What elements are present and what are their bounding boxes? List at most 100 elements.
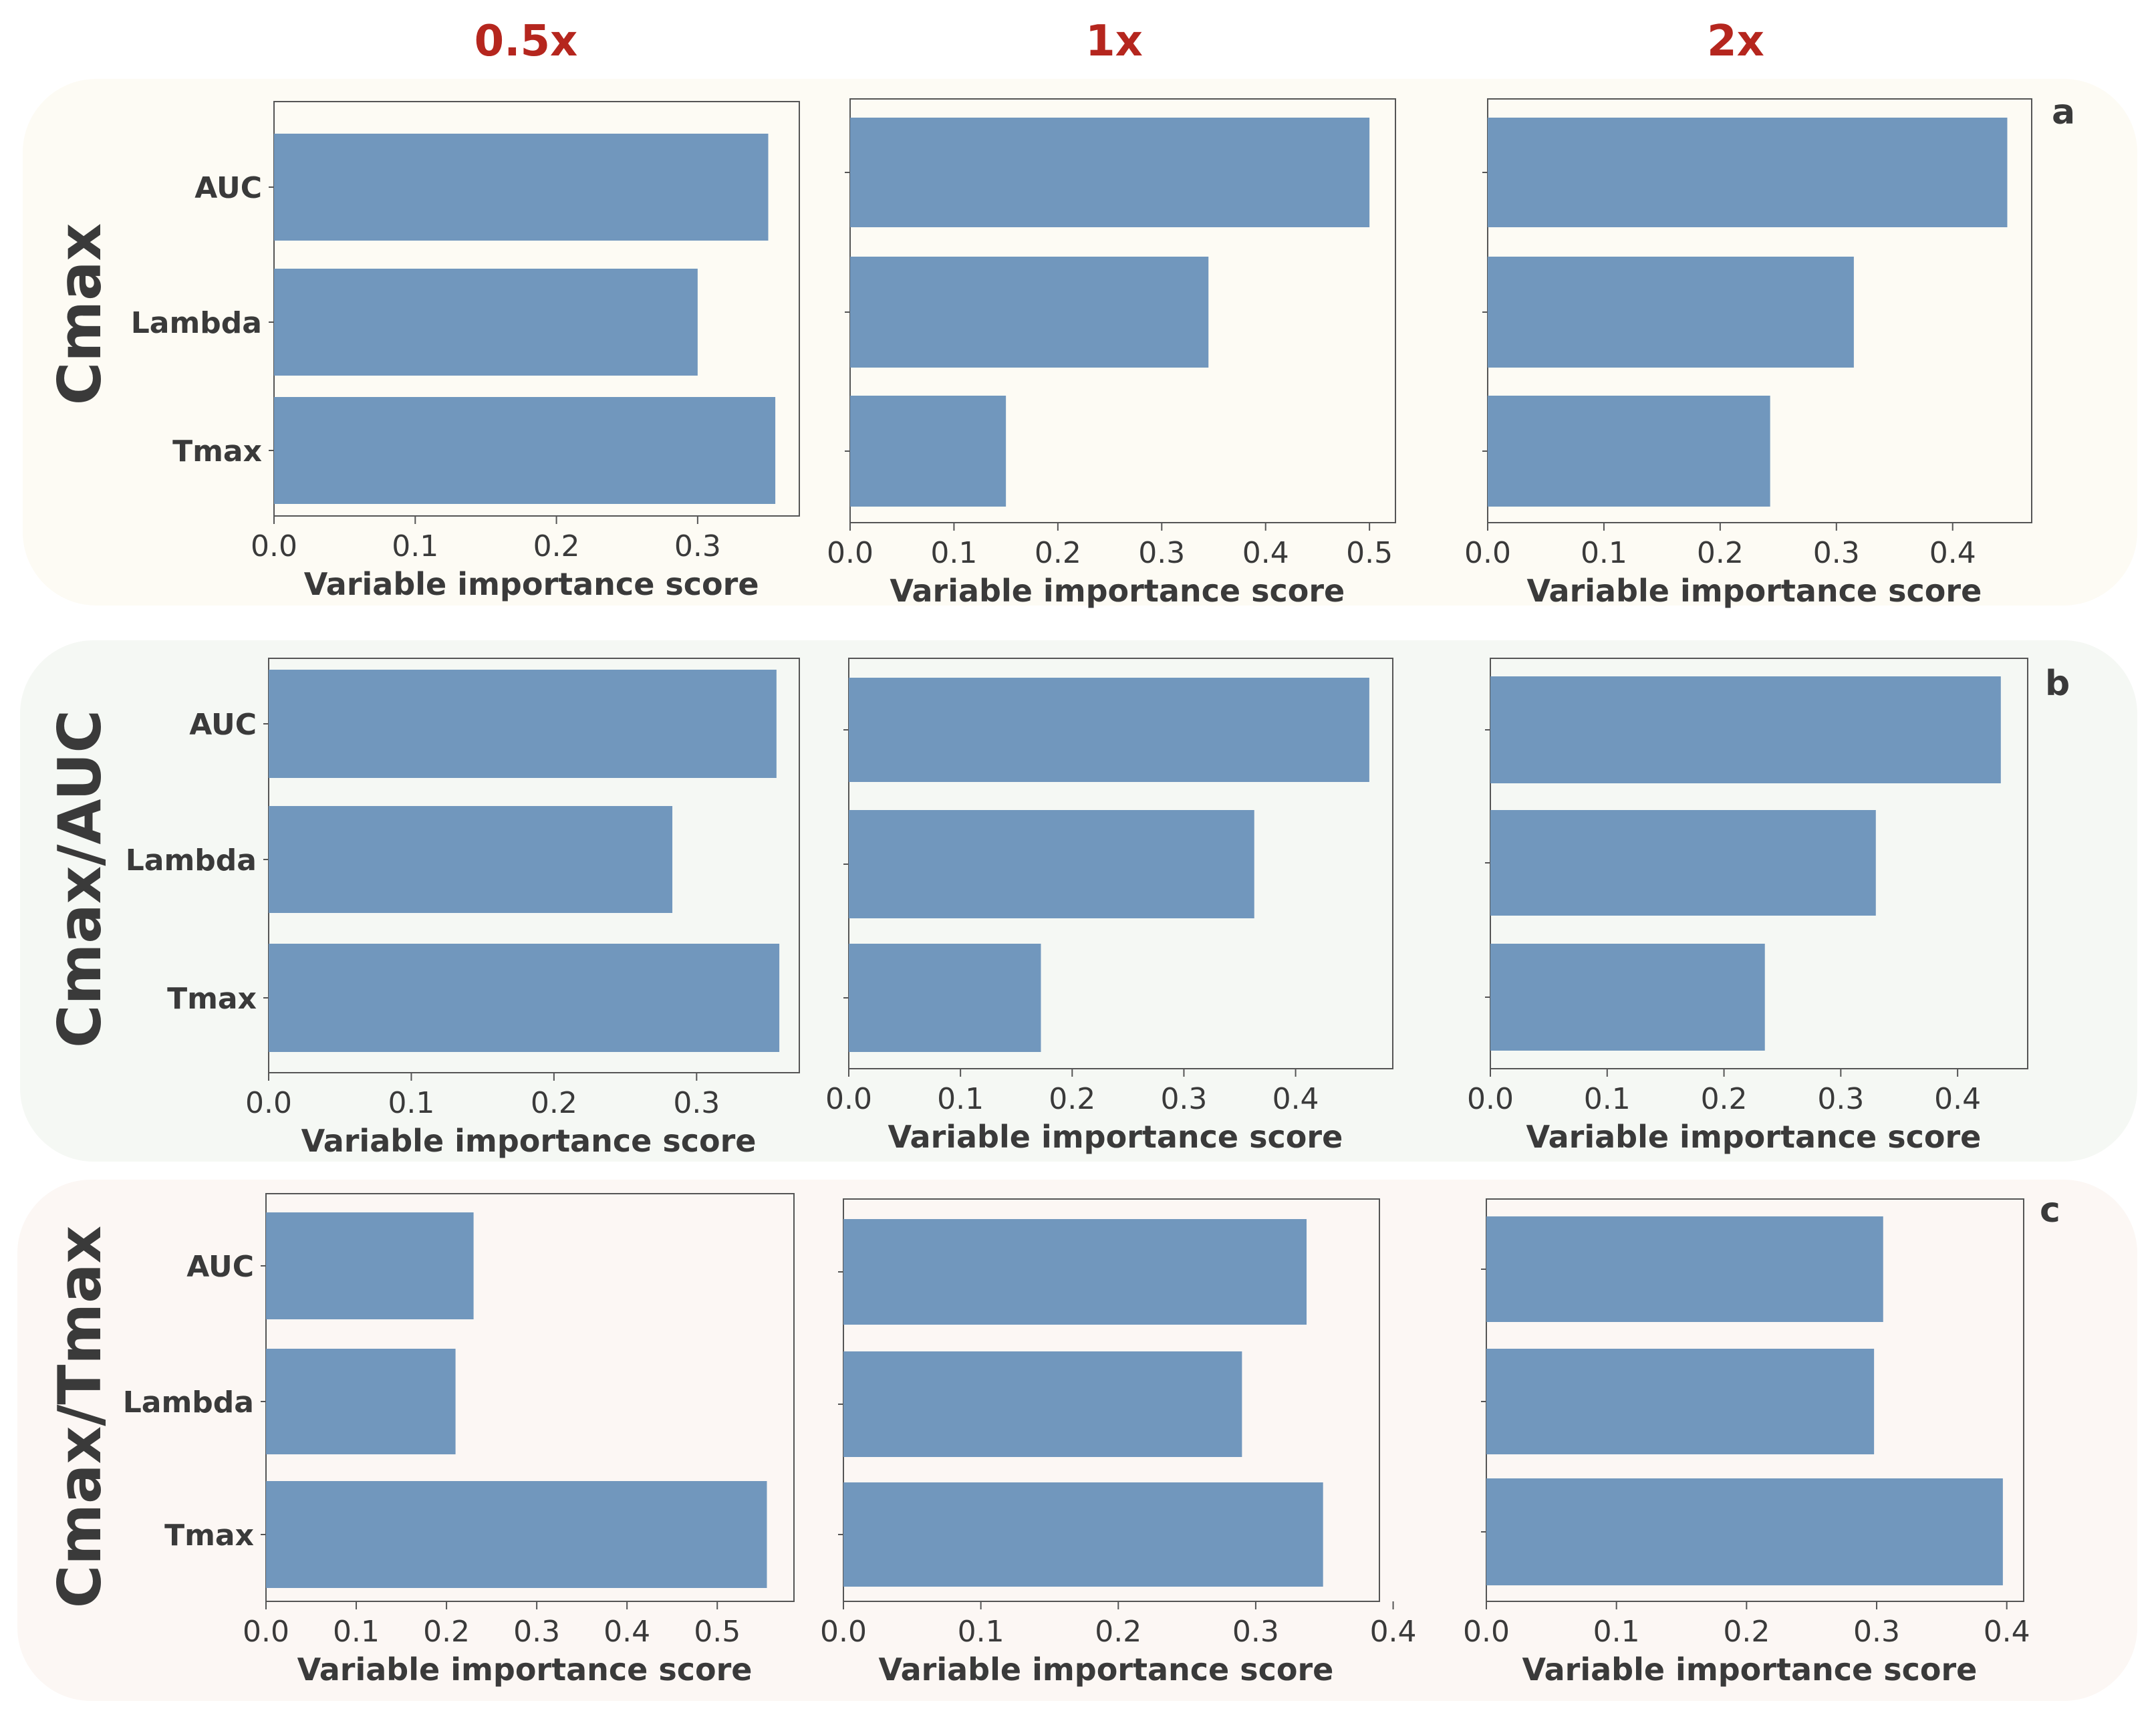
x-tick-label: 0.3 — [674, 529, 721, 563]
x-tick-label: 0.4 — [603, 1615, 650, 1649]
x-tick-label: 0.1 — [930, 536, 977, 570]
x-axis-label: Variable importance score — [1522, 1651, 1978, 1688]
x-axis-label: Variable importance score — [890, 573, 1345, 609]
x-axis-label: Variable importance score — [297, 1651, 753, 1688]
bar-tmax — [274, 397, 776, 504]
bar-auc — [269, 670, 777, 778]
bar-lambda — [266, 1349, 456, 1454]
category-label-lambda: Lambda — [126, 843, 257, 878]
panel-letter-a: a — [2052, 92, 2075, 132]
bar-tmax — [266, 1481, 767, 1588]
chart-cmax-tmax-0-5x: AUC Lambda Tmax 0.0 0.1 0.2 0.3 0.4 0.5Variable … — [123, 1193, 795, 1688]
category-label-tmax: Tmax — [164, 1518, 254, 1553]
bar-tmax — [1490, 944, 1765, 1051]
x-tick-label: 0.1 — [388, 1086, 434, 1120]
x-tick-label: 0.2 — [533, 529, 580, 563]
x-tick-label: 0.1 — [937, 1082, 984, 1116]
bar-auc — [1490, 676, 2001, 783]
bar-tmax — [843, 1482, 1323, 1587]
x-tick-label: 0.1 — [333, 1615, 380, 1649]
category-label-auc: AUC — [189, 708, 257, 742]
column-title-2x: 2x — [1707, 17, 1764, 66]
bar-lambda — [849, 810, 1254, 918]
x-tick-label: 0.2 — [1723, 1615, 1770, 1649]
category-label-tmax: Tmax — [172, 434, 262, 469]
bar-tmax — [1488, 396, 1770, 507]
chart-cmax-tmax-1x: 0.0 0.1 0.2 0.3 0.4 Variable importance score — [820, 1198, 1417, 1688]
row-label-cmax-auc: Cmax/AUC — [45, 710, 114, 1048]
x-tick-label: 0.1 — [1584, 1082, 1631, 1116]
category-label-lambda: Lambda — [123, 1385, 254, 1420]
x-tick-label: 0.2 — [1049, 1082, 1095, 1116]
column-title-1x: 1x — [1085, 17, 1143, 66]
x-tick-label: 0.3 — [1138, 536, 1185, 570]
panel-letter-b: b — [2045, 664, 2070, 704]
x-axis-label: Variable importance score — [301, 1123, 757, 1159]
x-axis-label: Variable importance score — [888, 1119, 1343, 1155]
x-axis-label: Variable importance score — [1526, 573, 1982, 609]
panel-letter-c: c — [2040, 1190, 2060, 1230]
x-tick-label: 0.2 — [1701, 1082, 1748, 1116]
x-tick-label: 0.0 — [1463, 1615, 1510, 1649]
category-label-tmax: Tmax — [167, 982, 257, 1016]
x-tick-label: 0.3 — [1232, 1615, 1279, 1649]
x-tick-label: 0.0 — [825, 1082, 872, 1116]
bar-lambda — [843, 1351, 1242, 1457]
x-tick-label: 0.0 — [243, 1615, 289, 1649]
x-tick-label: 0.0 — [1467, 1082, 1514, 1116]
x-axis-label: Variable importance score — [1526, 1119, 1982, 1155]
x-tick-label: 0.5 — [1346, 536, 1393, 570]
bar-tmax — [849, 944, 1041, 1052]
x-tick-label: 0.3 — [513, 1615, 560, 1649]
row-label-cmax-tmax: Cmax/Tmax — [45, 1226, 114, 1608]
x-tick-label: 0.2 — [1035, 536, 1081, 570]
bar-lambda — [1488, 257, 1854, 368]
x-tick-label: 0.3 — [1813, 536, 1860, 570]
x-tick-label: 0.0 — [245, 1086, 292, 1120]
bar-auc — [1488, 118, 2008, 227]
x-tick-label: 0.1 — [1593, 1615, 1640, 1649]
bar-auc — [266, 1212, 474, 1319]
bar-lambda — [1486, 1349, 1875, 1454]
x-tick-label: 0.3 — [673, 1086, 720, 1120]
bar-auc — [850, 118, 1370, 227]
x-tick-label: 0.4 — [1929, 536, 1976, 570]
x-tick-label: 0.2 — [531, 1086, 577, 1120]
x-tick-label: 0.0 — [820, 1615, 867, 1649]
bar-lambda — [1490, 810, 1876, 916]
bar-lambda — [274, 269, 698, 376]
x-axis-label: Variable importance score — [304, 566, 759, 602]
bar-lambda — [269, 806, 673, 913]
x-tick-label: 0.3 — [1817, 1082, 1864, 1116]
x-tick-label: 0.2 — [1095, 1615, 1141, 1649]
x-tick-label: 0.4 — [1272, 1082, 1319, 1116]
x-tick-label: 0.4 — [1370, 1615, 1417, 1649]
x-tick-label: 0.0 — [827, 536, 873, 570]
x-tick-label: 0.4 — [1242, 536, 1289, 570]
x-axis-label: Variable importance score — [879, 1651, 1334, 1688]
bar-auc — [1486, 1216, 1883, 1322]
x-tick-label: 0.2 — [1697, 536, 1744, 570]
category-label-auc: AUC — [186, 1250, 254, 1284]
bar-tmax — [1486, 1478, 2003, 1585]
bar-tmax — [269, 944, 780, 1052]
bar-auc — [843, 1219, 1307, 1325]
bar-tmax — [850, 396, 1006, 507]
x-tick-label: 0.3 — [1853, 1615, 1900, 1649]
column-title-0-5x: 0.5x — [475, 17, 578, 66]
bar-lambda — [850, 257, 1209, 368]
category-label-lambda: Lambda — [131, 306, 262, 340]
x-tick-label: 0.1 — [392, 529, 438, 563]
x-tick-label: 0.2 — [423, 1615, 470, 1649]
row-label-cmax: Cmax — [45, 223, 114, 405]
x-tick-label: 0.4 — [1984, 1615, 2030, 1649]
category-label-auc: AUC — [194, 171, 262, 205]
